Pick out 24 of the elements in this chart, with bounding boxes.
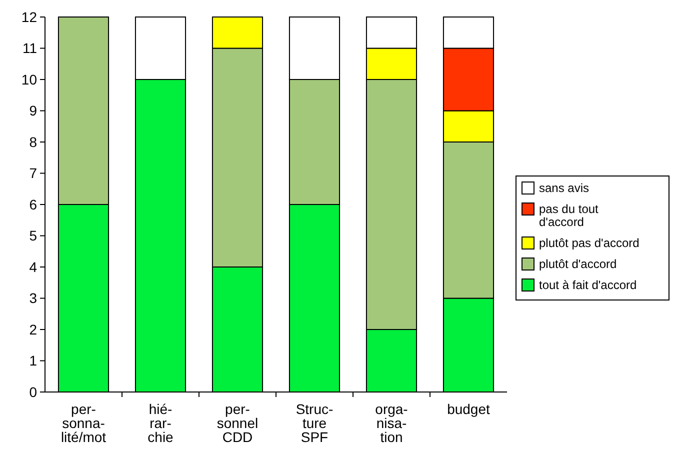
y-tick-label: 2: [29, 321, 38, 338]
legend-label: plutôt pas d'accord: [539, 236, 640, 250]
y-tick-label: 0: [29, 384, 38, 400]
y-tick-label: 7: [29, 165, 38, 182]
y-tick-label: 8: [29, 134, 38, 150]
x-tick-label: Struc- ture SPF: [296, 401, 334, 445]
legend-label: pas du tout d'accord: [539, 202, 600, 229]
y-tick-label: 6: [29, 196, 38, 212]
y-tick-label: 11: [22, 40, 38, 56]
legend-label: tout à fait d'accord: [539, 278, 637, 292]
x-tick-label: hié- rar- chie: [148, 401, 174, 445]
y-tick-label: 9: [29, 102, 38, 119]
x-tick-label: orga- nisa- tion: [375, 401, 408, 445]
legend-label: plutôt d'accord: [539, 257, 617, 271]
x-tick-label: per- sonnel CDD: [216, 401, 258, 445]
y-tick-label: 5: [29, 228, 38, 244]
y-tick-label: 10: [21, 71, 38, 88]
x-tick-label: budget: [447, 401, 490, 417]
y-tick-label: 1: [29, 352, 38, 369]
y-tick-label: 12: [21, 8, 38, 25]
x-tick-label: per- sonna- lité/mot: [60, 401, 106, 445]
y-tick-label: 4: [29, 258, 38, 275]
y-tick-label: 3: [29, 290, 38, 306]
legend-label: sans avis: [539, 181, 590, 195]
